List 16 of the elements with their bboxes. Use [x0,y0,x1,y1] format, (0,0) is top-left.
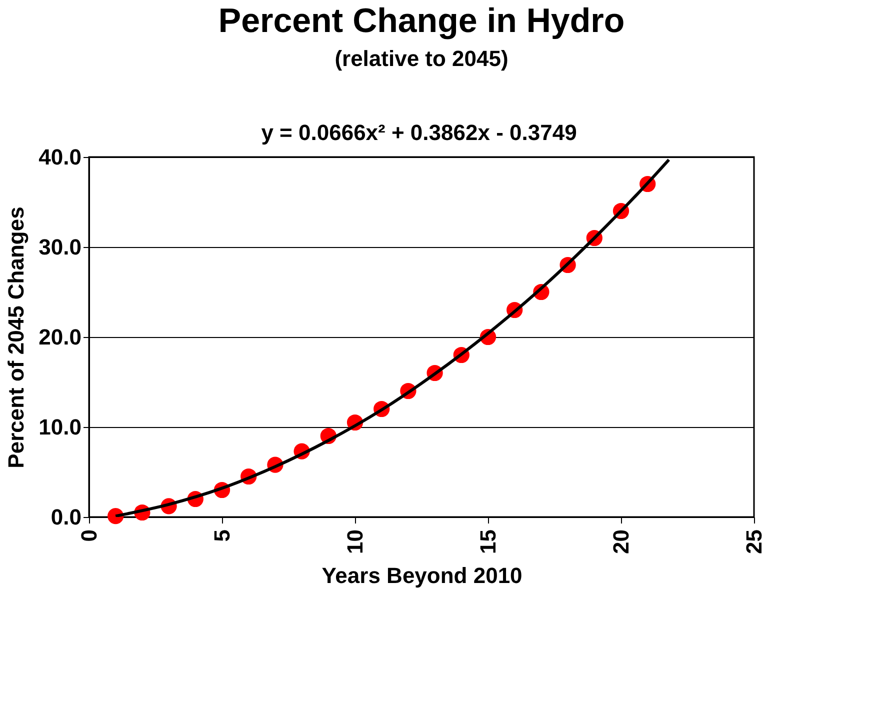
x-tick-label: 20 [608,530,634,554]
x-axis-title: Years Beyond 2010 [322,562,522,588]
y-tick-label: 10.0 [38,414,82,440]
y-tick-label: 30.0 [38,234,82,260]
x-tick-label: 15 [476,530,500,554]
chart-title: Percent Change in Hydro [218,2,625,40]
y-tick-label: 40.0 [38,144,82,170]
x-tick-label: 25 [742,530,766,554]
x-tick-label: 10 [342,530,368,554]
y-axis-title: Percent of 2045 Changes [4,206,29,468]
y-tick-label: 20.0 [38,324,82,350]
text: y = 0.0666x² + 0.3862x - 0.3749 [261,120,577,145]
y-tick-label: 0.0 [50,504,82,530]
x-tick-label: 5 [210,530,234,542]
x-tick-label: 0 [76,530,102,542]
chart-subtitle: (relative to 2045) [334,46,508,71]
